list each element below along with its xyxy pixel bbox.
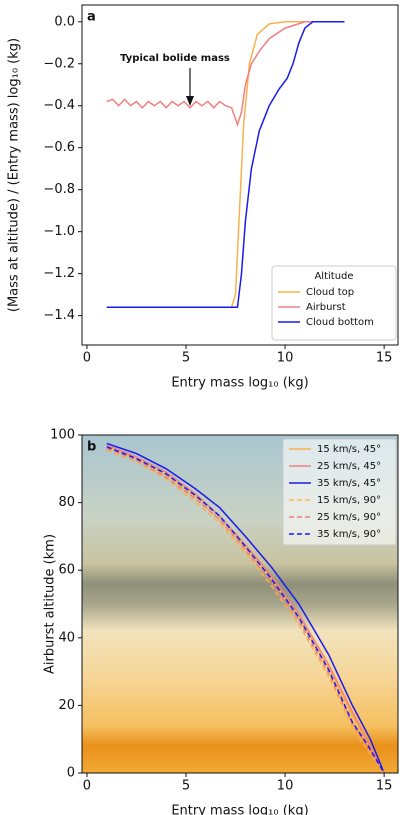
legend-label: 35 km/s, 90°	[317, 529, 381, 540]
legend-box	[271, 265, 397, 341]
plot-frame	[81, 4, 399, 346]
legend-label: Cloud top	[306, 287, 354, 298]
y-tick-label: 0	[67, 766, 75, 781]
data-line	[106, 449, 385, 774]
y-tick-label: −1.2	[43, 266, 75, 281]
y-tick-label: −1.4	[43, 308, 75, 323]
x-tick-label: 10	[277, 779, 294, 794]
annotation-arrowhead	[186, 96, 194, 106]
x-axis-label: Entry mass log₁₀ (kg)	[171, 804, 308, 815]
y-tick-label: −0.2	[43, 56, 75, 71]
y-tick-label: −0.6	[43, 140, 75, 155]
data-line	[106, 21, 345, 127]
legend-label: 25 km/s, 90°	[317, 512, 381, 523]
y-tick-label: 100	[50, 428, 75, 443]
y-tick-label: 60	[58, 563, 75, 578]
x-tick-label: 0	[83, 779, 91, 794]
data-line	[106, 447, 385, 774]
legend-label: 15 km/s, 45°	[317, 444, 381, 455]
legend-label: 35 km/s, 45°	[317, 478, 381, 489]
x-tick-label: 5	[182, 351, 190, 366]
x-tick-label: 15	[376, 351, 393, 366]
data-line	[106, 442, 385, 774]
x-tick-label: 10	[277, 351, 294, 366]
annotation: Typical bolide mass	[120, 53, 230, 64]
legend-label: 15 km/s, 90°	[317, 495, 381, 506]
legend-box	[282, 438, 397, 546]
x-axis-label: Entry mass log₁₀ (kg)	[171, 376, 308, 391]
legend-label: 25 km/s, 45°	[317, 461, 381, 472]
data-line	[106, 446, 385, 774]
x-tick-label: 15	[376, 779, 393, 794]
y-tick-label: 20	[58, 698, 75, 713]
data-line	[106, 21, 345, 308]
y-tick-label: −1.0	[43, 224, 75, 239]
x-tick-label: 0	[83, 351, 91, 366]
y-tick-label: 0.0	[54, 14, 75, 29]
data-line	[106, 21, 345, 308]
data-line	[106, 444, 385, 774]
y-tick-label: −0.8	[43, 182, 75, 197]
y-tick-label: 40	[58, 630, 75, 645]
legend-label: Airburst	[306, 302, 346, 313]
y-axis-label: Airburst altitude (km)	[43, 534, 58, 674]
legend-title: Altitude	[314, 271, 353, 282]
y-tick-label: −0.4	[43, 98, 75, 113]
y-tick-label: 80	[58, 495, 75, 510]
legend-label: Cloud bottom	[306, 317, 374, 328]
plot-frame	[81, 434, 399, 774]
panel-label: b	[87, 440, 96, 455]
y-axis-label: (Mass at altitude) / (Entry mass) log₁₀ …	[7, 38, 22, 312]
panel-label: a	[87, 10, 96, 25]
x-tick-label: 5	[182, 779, 190, 794]
